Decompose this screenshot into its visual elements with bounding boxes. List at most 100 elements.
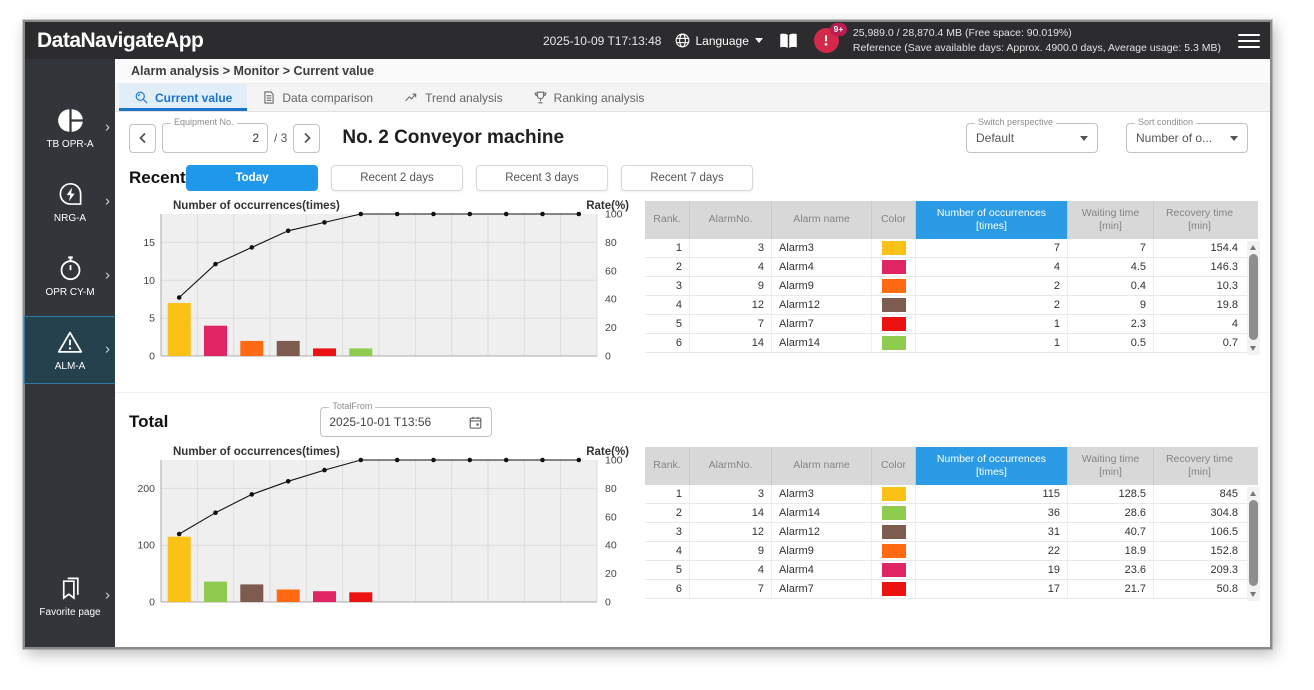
table-cell: 2 (675, 261, 682, 273)
svg-text:Number of occurrences(times): Number of occurrences(times) (173, 446, 340, 458)
column-header[interactable]: Waiting time [min] (1067, 447, 1153, 485)
energy-icon (59, 182, 81, 205)
column-header[interactable]: Number of occurrences [times] (915, 447, 1067, 485)
table-cell: 22 (915, 542, 1067, 560)
table-cell: 845 (1153, 485, 1245, 503)
total-alarm-table: Rank. AlarmNo. Alarm name Color Number of oc… (645, 447, 1260, 601)
manual-button[interactable] (776, 30, 801, 52)
filter-recent-2-days-button[interactable]: Recent 2 days (331, 165, 463, 191)
table-cell: 5 (675, 318, 682, 330)
sort-condition-select[interactable]: Sort condition Number of o... (1126, 117, 1248, 153)
column-header[interactable]: Waiting time [min] (1067, 201, 1153, 239)
tab-trend-analysis[interactable]: Trend analysis (388, 84, 518, 111)
table-row[interactable]: 2 4 Alarm4 4 4.5 146.3 (645, 258, 1258, 277)
equipment-row: Equipment No. 2 / 3 No. 2 Conveyor machi… (115, 112, 1270, 158)
table-row[interactable]: 3 9 Alarm9 2 0.4 10.3 (645, 277, 1258, 296)
column-header[interactable]: Recovery time [min] (1153, 447, 1245, 485)
sidebar-item-nrg-a[interactable]: NRG-A › (25, 169, 115, 235)
table-row[interactable]: 5 4 Alarm4 19 23.6 209.3 (645, 561, 1258, 580)
table-cell: 9 (1067, 296, 1153, 314)
table-row[interactable]: 4 9 Alarm9 22 18.9 152.8 (645, 542, 1258, 561)
column-header[interactable]: AlarmNo. (689, 201, 771, 239)
equipment-number-value: 2 (252, 131, 259, 145)
tab-ranking-analysis[interactable]: Ranking analysis (518, 84, 660, 111)
table-row[interactable]: 6 14 Alarm14 1 0.5 0.7 (645, 334, 1258, 353)
menu-button[interactable] (1238, 30, 1260, 52)
chevron-right-icon: › (105, 340, 110, 358)
color-swatch (881, 241, 906, 255)
next-equipment-button[interactable] (293, 123, 321, 153)
table-scrollbar[interactable] (1247, 241, 1260, 355)
alert-notification-button[interactable]: 9+ (813, 22, 847, 54)
equipment-number-field[interactable]: Equipment No. 2 (162, 117, 268, 153)
table-header-row: Rank. AlarmNo. Alarm name Color Number of oc… (645, 201, 1258, 239)
svg-text:60: 60 (605, 265, 617, 277)
column-header[interactable]: Alarm name (771, 201, 871, 239)
table-row[interactable]: 1 3 Alarm3 7 7 154.4 (645, 239, 1258, 258)
filter-recent-3-days-button[interactable]: Recent 3 days (476, 165, 608, 191)
scrollbar-thumb[interactable] (1249, 254, 1258, 340)
table-cell: 6 (675, 337, 682, 349)
column-header[interactable]: Color (871, 447, 915, 485)
svg-text:0: 0 (605, 597, 611, 609)
table-cell: 2 (915, 296, 1067, 314)
table-cell: 7 (689, 580, 771, 598)
table-row[interactable]: 1 3 Alarm3 115 128.5 845 (645, 485, 1258, 504)
filter-today-button[interactable]: Today (186, 165, 318, 191)
table-cell: Alarm7 (771, 315, 871, 333)
switch-perspective-select[interactable]: Switch perspective Default (966, 117, 1098, 153)
table-row[interactable]: 6 7 Alarm7 17 21.7 50.8 (645, 580, 1258, 599)
table-cell: 128.5 (1067, 485, 1153, 503)
column-header[interactable]: Number of occurrences [times] (915, 201, 1067, 239)
recent-pareto-chart: 0 5 10 15 0 20 40 60 80 100 Number of occurrences(… (125, 199, 631, 378)
svg-text:20: 20 (605, 322, 617, 334)
sidebar-item-alm-a[interactable]: ALM-A › (24, 316, 116, 384)
svg-text:100: 100 (605, 209, 623, 221)
prev-equipment-button[interactable] (129, 123, 156, 153)
magnifier-icon (135, 91, 148, 104)
sidebar-item-tb-opr-a[interactable]: TB OPR-A › (25, 95, 115, 161)
column-header[interactable]: Recovery time [min] (1153, 201, 1245, 239)
tab-data-comparison[interactable]: Data comparison (247, 84, 388, 111)
caret-down-icon (1080, 135, 1088, 141)
table-row[interactable]: 5 7 Alarm7 1 2.3 4 (645, 315, 1258, 334)
scroll-up-arrow-icon[interactable] (1250, 245, 1256, 250)
language-selector[interactable]: Language (674, 32, 763, 49)
table-cell: 3 (675, 280, 682, 292)
color-cell (871, 485, 915, 503)
table-cell: 0.4 (1067, 277, 1153, 295)
table-row[interactable]: 2 14 Alarm14 36 28.6 304.8 (645, 504, 1258, 523)
tab-label: Trend analysis (425, 90, 503, 105)
svg-text:Number of occurrences(times): Number of occurrences(times) (173, 200, 340, 212)
column-header[interactable]: Alarm name (771, 447, 871, 485)
sidebar-item-favorite-page[interactable]: Favorite page › (25, 563, 115, 629)
table-cell: 0.7 (1153, 334, 1245, 352)
scroll-up-arrow-icon[interactable] (1250, 491, 1256, 496)
table-cell: 4 (689, 258, 771, 276)
svg-text:0: 0 (149, 597, 155, 609)
scroll-down-arrow-icon[interactable] (1250, 592, 1256, 597)
sort-condition-value: Number of o... (1136, 131, 1213, 145)
sidebar-item-opr-cy-m[interactable]: OPR CY-M › (25, 243, 115, 309)
color-cell (871, 277, 915, 295)
column-header[interactable]: Rank. (653, 213, 681, 226)
scroll-down-arrow-icon[interactable] (1250, 346, 1256, 351)
table-scrollbar[interactable] (1247, 487, 1260, 601)
table-cell: 4 (689, 561, 771, 579)
table-cell: 1 (915, 334, 1067, 352)
scrollbar-thumb[interactable] (1249, 500, 1258, 586)
column-header[interactable]: Rank. (653, 459, 681, 472)
table-cell: 304.8 (1153, 504, 1245, 522)
column-header[interactable]: Color (871, 201, 915, 239)
table-row[interactable]: 3 12 Alarm12 31 40.7 106.5 (645, 523, 1258, 542)
column-header[interactable]: AlarmNo. (689, 447, 771, 485)
total-section: 0 100 200 0 20 40 60 80 100 Number of occurrences… (115, 443, 1270, 624)
tab-current-value[interactable]: Current value (119, 84, 248, 111)
total-from-field[interactable]: TotalFrom 2025-10-01 T13:56 (320, 401, 493, 437)
calendar-icon[interactable] (468, 415, 483, 430)
chevron-right-icon: › (105, 586, 110, 604)
filter-recent-7-days-button[interactable]: Recent 7 days (621, 165, 753, 191)
color-swatch (881, 298, 906, 312)
equipment-count: / 3 (274, 131, 288, 145)
table-row[interactable]: 4 12 Alarm12 2 9 19.8 (645, 296, 1258, 315)
